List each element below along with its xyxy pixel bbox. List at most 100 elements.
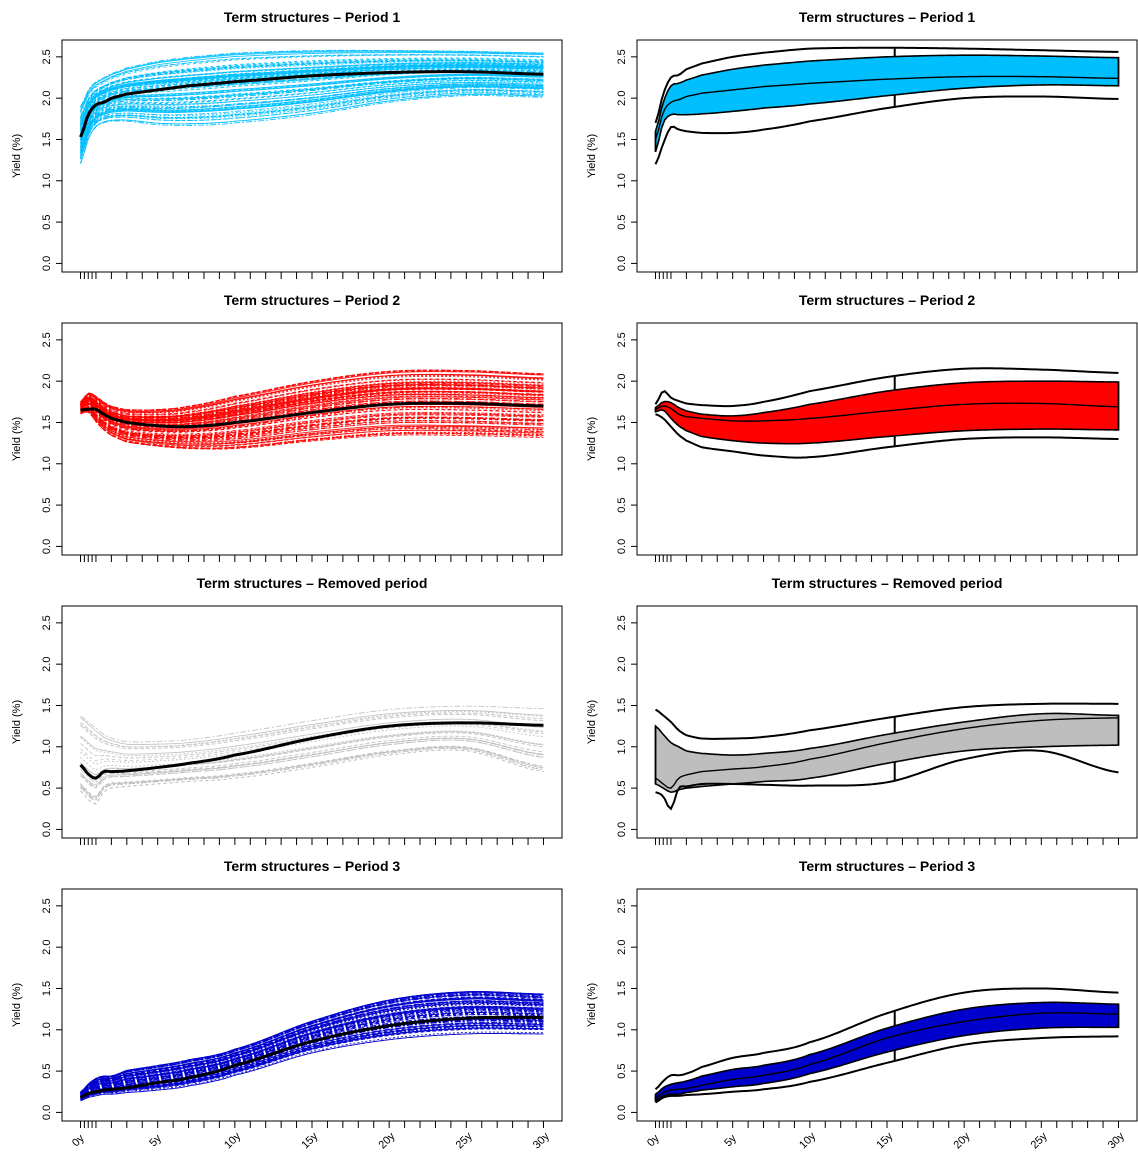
envelope-upper xyxy=(654,46,1119,124)
series-line xyxy=(80,1008,544,1097)
series-line xyxy=(80,737,544,781)
central-region xyxy=(654,380,1120,445)
x-tick-label: 25y xyxy=(1029,1130,1050,1151)
y-axis-label: Yield (%) xyxy=(11,983,23,1027)
envelope-upper xyxy=(655,702,1119,740)
y-tick-label: 1.5 xyxy=(616,132,628,147)
series-line xyxy=(80,83,544,148)
series-line xyxy=(80,83,544,149)
series-line xyxy=(80,64,544,124)
series-line xyxy=(80,408,544,444)
y-tick-label: 2.0 xyxy=(41,374,53,389)
y-tick-label: 0.0 xyxy=(41,539,53,554)
chart-panel-7: Term structures – Period 3 Yield (%) 0.0 0.… xyxy=(11,858,563,1151)
y-axis-label: Yield (%) xyxy=(11,700,23,744)
y-tick-label: 0.0 xyxy=(41,256,53,271)
x-tick-label: 5y xyxy=(722,1132,739,1149)
plot-frame xyxy=(636,39,1138,273)
x-tick-label: 0y xyxy=(70,1132,87,1149)
plot-frame xyxy=(61,39,563,273)
series-line xyxy=(80,66,544,127)
y-tick-label: 0.5 xyxy=(41,497,53,512)
series-line xyxy=(80,54,544,113)
series-line xyxy=(80,85,544,150)
plot-frame xyxy=(636,605,1138,839)
series-line xyxy=(80,409,544,445)
envelope-lower xyxy=(655,1035,1119,1104)
series-line xyxy=(80,407,544,440)
y-tick-label: 1.5 xyxy=(616,415,628,430)
y-tick-label: 2.5 xyxy=(616,615,628,630)
y-axis-label: Yield (%) xyxy=(11,417,23,461)
series-line xyxy=(80,723,544,762)
series-line xyxy=(80,992,544,1094)
y-axis-label: Yield (%) xyxy=(586,983,598,1027)
series-line xyxy=(80,84,544,151)
series-line xyxy=(80,59,544,120)
series-line xyxy=(80,77,544,144)
plot-frame xyxy=(636,888,1138,1122)
central-region xyxy=(654,1001,1120,1103)
y-tick-label: 2.0 xyxy=(616,940,628,955)
series-line xyxy=(80,1028,544,1101)
series-line xyxy=(80,83,544,150)
y-tick-label: 0.5 xyxy=(616,497,628,512)
series-line xyxy=(80,381,544,418)
series-line xyxy=(80,66,544,129)
series-line xyxy=(80,1014,544,1098)
series-line xyxy=(80,374,544,413)
y-axis-label: Yield (%) xyxy=(586,134,598,178)
series-line xyxy=(80,370,544,411)
plot-area xyxy=(654,367,1120,459)
series-line xyxy=(80,710,544,745)
series-line xyxy=(80,705,544,743)
series-line xyxy=(80,394,544,424)
series-line xyxy=(80,406,544,439)
plot-frame xyxy=(636,322,1138,556)
series-line xyxy=(80,51,544,109)
y-tick-label: 2.0 xyxy=(616,91,628,106)
mean-curve xyxy=(80,401,544,429)
series-line xyxy=(80,995,544,1094)
mean-curve xyxy=(79,1015,544,1099)
series-line xyxy=(80,749,544,805)
series-line xyxy=(80,387,544,421)
series-line xyxy=(80,87,544,157)
series-line xyxy=(80,405,544,438)
chart-panel-6: Term structures – Removed period Yield (%… xyxy=(586,575,1138,845)
series-line xyxy=(80,1009,544,1097)
series-line xyxy=(80,81,544,149)
series-line xyxy=(80,59,544,118)
series-line xyxy=(80,82,544,145)
envelope-lower xyxy=(655,749,1119,811)
series-line xyxy=(80,725,544,765)
series-line xyxy=(80,1012,544,1097)
series-line xyxy=(80,1005,544,1096)
series-line xyxy=(80,1000,544,1095)
y-tick-label: 1.5 xyxy=(41,132,53,147)
series-line xyxy=(80,384,544,418)
series-line xyxy=(80,739,544,788)
series-line xyxy=(80,66,544,125)
series-line xyxy=(80,991,544,1093)
y-tick-label: 1.0 xyxy=(41,1022,53,1037)
series-line xyxy=(80,737,544,786)
series-line xyxy=(80,93,544,164)
y-tick-label: 2.0 xyxy=(41,657,53,672)
series-line xyxy=(80,390,544,422)
series-line xyxy=(80,730,544,771)
series-line xyxy=(80,749,544,805)
series-line xyxy=(80,83,544,147)
series-line xyxy=(80,1027,544,1100)
y-tick-label: 1.5 xyxy=(41,981,53,996)
y-tick-label: 2.5 xyxy=(616,898,628,913)
series-line xyxy=(80,722,544,759)
chart-title: Term structures – Period 3 xyxy=(224,858,401,874)
y-tick-label: 2.0 xyxy=(616,374,628,389)
y-axis-label: Yield (%) xyxy=(586,417,598,461)
series-line xyxy=(80,89,544,159)
series-line xyxy=(80,1018,544,1098)
series-line xyxy=(80,1003,544,1096)
chart-panel-4: Term structures – Period 2 Yield (%) 0.0 0.… xyxy=(586,292,1138,562)
y-tick-label: 1.5 xyxy=(41,415,53,430)
